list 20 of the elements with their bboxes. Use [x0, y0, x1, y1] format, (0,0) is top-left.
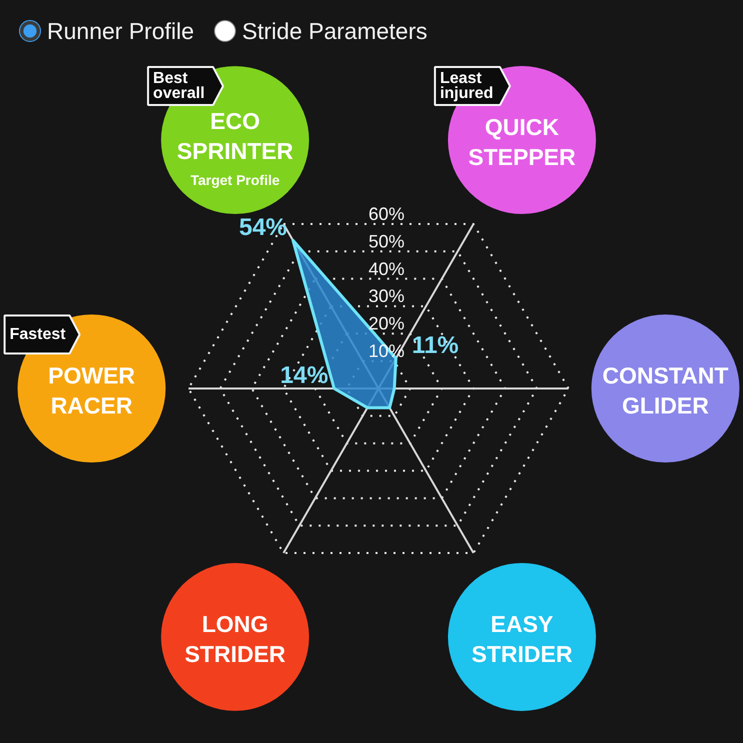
text: Target Profile — [190, 172, 280, 188]
y-tick-label: 40% — [368, 258, 405, 279]
spoke-label: ECO SPRINTER — [176, 108, 294, 164]
spoke-label: POWER RACER — [48, 362, 136, 418]
radio-label: Stride Parameters — [242, 17, 428, 46]
y-tick-label: 20% — [368, 314, 405, 334]
spoke-label: LONG STRIDER — [184, 611, 286, 667]
spoke-label: EASY STRIDER — [471, 611, 573, 667]
data-label: 54% — [238, 214, 288, 241]
data-label: 14% — [280, 362, 328, 389]
text: Fastest — [10, 326, 66, 343]
y-tick-label: 30% — [368, 286, 405, 306]
data-label: 11% — [412, 332, 459, 359]
spoke-label: QUICK STEPPER — [468, 114, 576, 170]
y-tick-label: 60% — [368, 204, 405, 224]
text: Least injured — [440, 70, 494, 102]
text: Best overall — [153, 70, 205, 102]
radio-label: Runner Profile — [47, 17, 194, 46]
y-tick-label: 50% — [368, 231, 405, 252]
spoke-label: CONSTANT GLIDER — [602, 362, 728, 418]
